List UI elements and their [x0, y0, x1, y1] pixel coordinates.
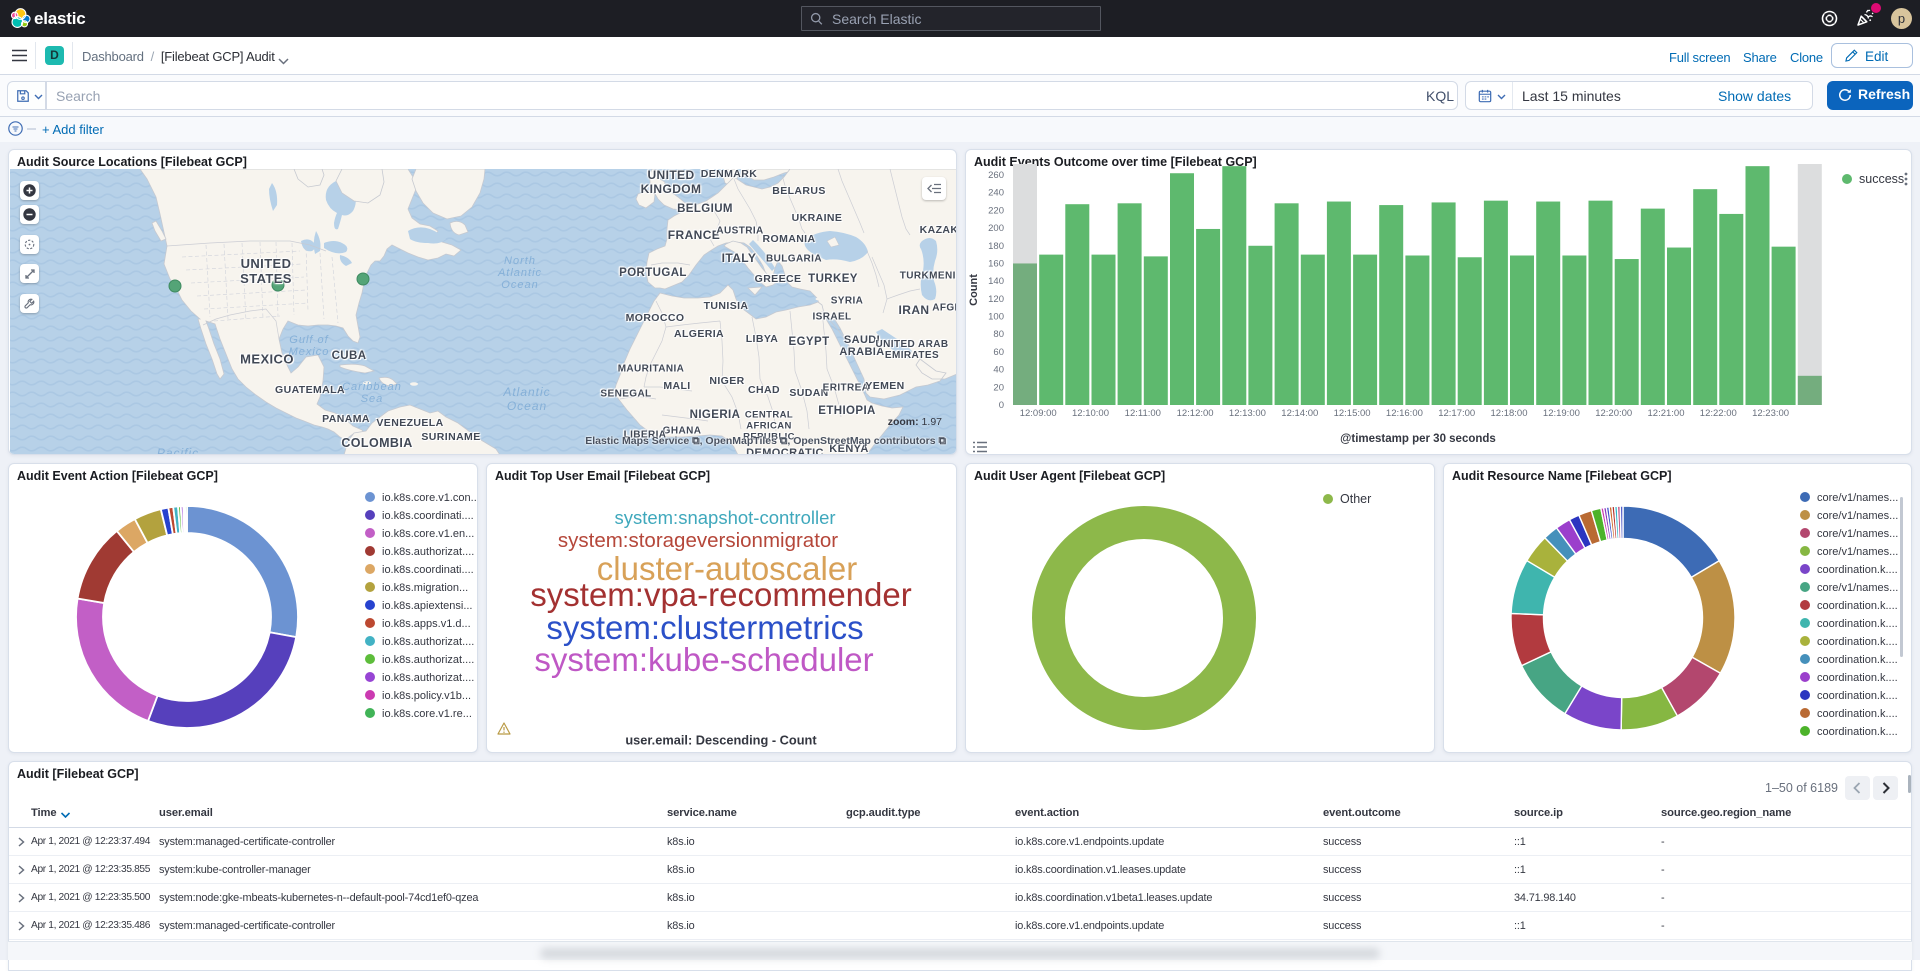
svg-text:220: 220 — [988, 205, 1004, 216]
svg-text:12:09:00: 12:09:00 — [1020, 408, 1057, 419]
svg-text:60: 60 — [993, 347, 1004, 358]
svg-text:80: 80 — [993, 329, 1004, 340]
svg-text:12:11:00: 12:11:00 — [1125, 408, 1161, 419]
svg-text:200: 200 — [988, 223, 1004, 234]
svg-text:12:18:00: 12:18:00 — [1491, 408, 1528, 419]
svg-text:12:22:00: 12:22:00 — [1700, 408, 1737, 419]
svg-text:40: 40 — [993, 365, 1004, 376]
svg-text:12:21:00: 12:21:00 — [1648, 408, 1685, 419]
svg-text:@timestamp per 30 seconds: @timestamp per 30 seconds — [1340, 433, 1496, 445]
svg-text:0: 0 — [999, 400, 1004, 411]
svg-text:12:23:00: 12:23:00 — [1752, 408, 1789, 419]
svg-text:12:12:00: 12:12:00 — [1177, 408, 1214, 419]
svg-text:12:20:00: 12:20:00 — [1595, 408, 1632, 419]
svg-text:240: 240 — [988, 188, 1004, 199]
svg-text:20: 20 — [993, 382, 1004, 393]
svg-text:12:19:00: 12:19:00 — [1543, 408, 1580, 419]
svg-text:260: 260 — [988, 170, 1004, 181]
svg-text:12:16:00: 12:16:00 — [1386, 408, 1423, 419]
svg-text:12:13:00: 12:13:00 — [1229, 408, 1266, 419]
svg-text:180: 180 — [988, 241, 1004, 252]
svg-text:12:17:00: 12:17:00 — [1438, 408, 1475, 419]
svg-text:160: 160 — [988, 259, 1004, 270]
svg-text:100: 100 — [988, 312, 1004, 323]
svg-text:12:10:00: 12:10:00 — [1072, 408, 1109, 419]
svg-text:Count: Count — [968, 274, 980, 306]
svg-text:12:15:00: 12:15:00 — [1334, 408, 1371, 419]
svg-text:140: 140 — [988, 276, 1004, 287]
svg-text:12:14:00: 12:14:00 — [1281, 408, 1318, 419]
svg-text:120: 120 — [988, 294, 1004, 305]
